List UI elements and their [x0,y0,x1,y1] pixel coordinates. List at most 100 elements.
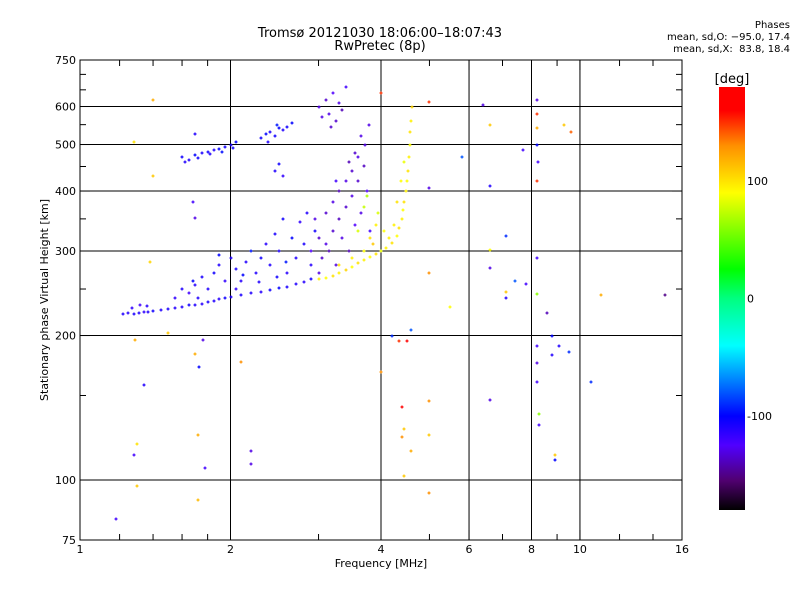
data-point [166,307,170,311]
data-point [146,310,150,314]
data-point [180,155,184,159]
data-point [285,125,289,129]
data-point [535,143,539,147]
data-point [406,169,410,173]
data-point [353,151,357,155]
data-point [151,98,155,102]
data-point [353,223,357,227]
data-point [217,297,221,301]
data-point [392,223,396,227]
x-tick-label: 8 [528,543,535,556]
colorbar-label: [deg] [715,72,750,87]
data-point [382,229,386,233]
data-point [350,265,354,269]
data-point [206,287,210,291]
data-point [254,271,258,275]
data-point [395,234,399,238]
data-point [488,266,492,270]
data-point [359,134,363,138]
y-tick-label: 300 [55,245,76,258]
data-point [148,260,152,264]
data-point [132,140,136,144]
data-point [359,211,363,215]
data-point [173,296,177,300]
data-point [217,147,221,151]
data-point [407,155,411,159]
data-point [337,217,341,221]
colorbar-tick-label: -100 [747,410,772,423]
data-point [395,200,399,204]
data-point [537,412,541,416]
data-point [535,98,539,102]
grid-lines [80,60,682,540]
data-point [334,263,338,267]
data-point [535,179,539,183]
data-point [277,249,281,253]
data-point [151,174,155,178]
data-point [362,164,366,168]
data-point [275,275,279,279]
data-point [249,462,253,466]
data-point [133,338,137,342]
data-point [379,249,383,253]
data-point [399,179,403,183]
data-point [130,306,134,310]
data-point [368,255,372,259]
data-point [553,453,557,457]
data-point [409,449,413,453]
y-tick-label: 750 [55,54,76,67]
data-point [273,169,277,173]
data-point [409,119,413,123]
data-point [159,308,163,312]
data-point [376,211,380,215]
data-point [193,283,197,287]
data-point [427,399,431,403]
data-point [208,152,212,156]
data-point [166,331,170,335]
y-tick-label: 200 [55,330,76,343]
data-point [331,91,335,95]
data-point [448,305,452,309]
data-point [302,280,306,284]
data-point [340,108,344,112]
data-point [553,458,557,462]
data-point [309,277,313,281]
data-point [337,101,341,105]
data-point [142,383,146,387]
data-point [317,271,321,275]
data-point [277,286,281,290]
y-tick-label: 500 [55,139,76,152]
data-point [535,256,539,260]
data-point [132,453,136,457]
data-point [324,211,328,215]
data-point [277,162,281,166]
data-point [365,189,369,193]
data-point [324,276,328,280]
data-point [334,179,338,183]
data-point [259,136,263,140]
data-point [217,253,221,257]
data-point [313,217,317,221]
colorbar-tick-label: 100 [747,175,768,188]
data-point [410,105,414,109]
data-point [408,130,412,134]
data-point [257,280,261,284]
y-tick-label: 600 [55,101,76,114]
data-point [183,160,187,164]
data-point [362,258,366,262]
data-point [135,484,139,488]
data-point [344,268,348,272]
data-point [521,148,525,152]
data-point [268,263,272,267]
data-point [368,236,372,240]
data-point [223,145,227,149]
data-point [249,249,253,253]
data-point [273,232,277,236]
data-point [223,296,227,300]
x-tick-label: 16 [675,543,689,556]
data-point [535,126,539,130]
data-point [201,338,205,342]
data-point [350,169,354,173]
data-point [327,112,331,116]
